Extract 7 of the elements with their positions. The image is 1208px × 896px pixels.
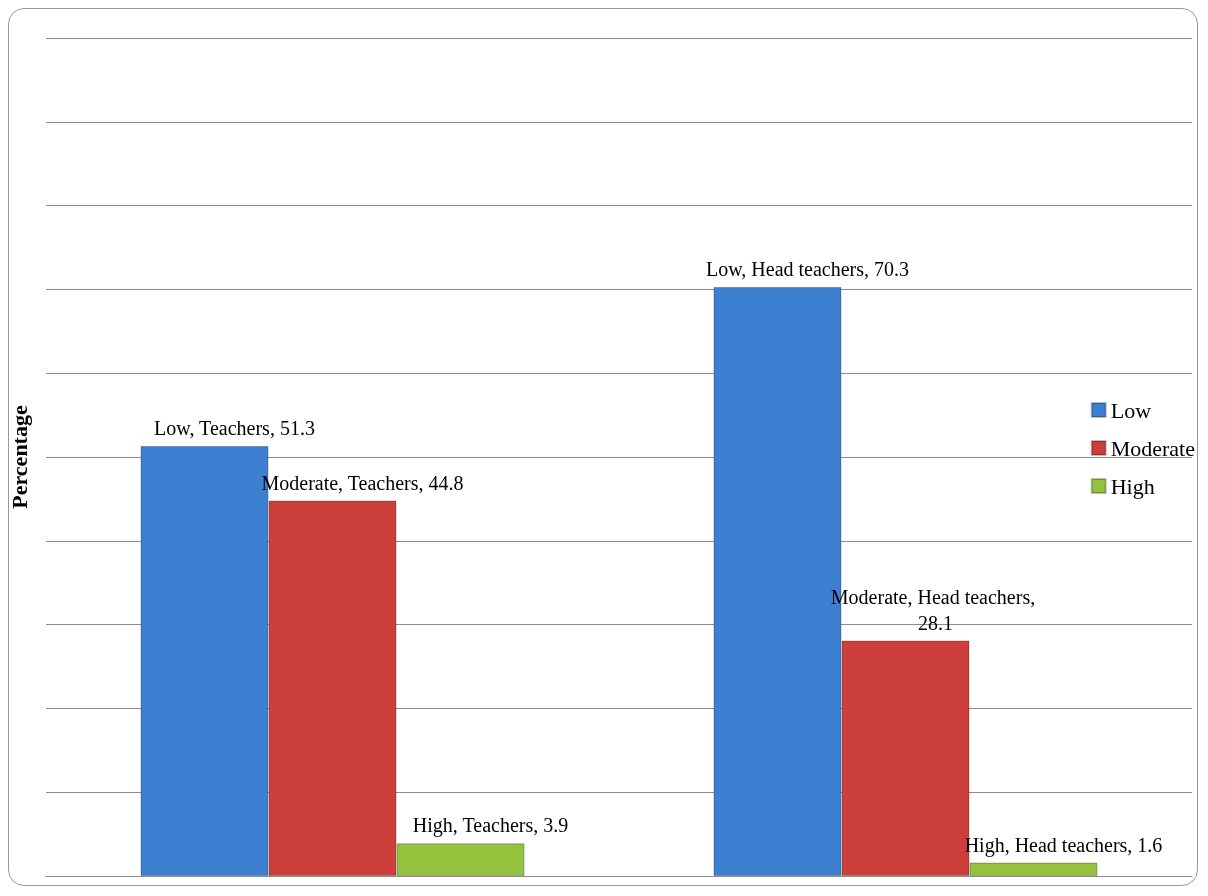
- y-axis-title: Percentage: [6, 405, 32, 509]
- legend-label: Moderate: [1110, 435, 1195, 461]
- data-label: High, Teachers, 3.9: [412, 814, 569, 838]
- legend-label: High: [1110, 473, 1155, 499]
- legend-label: Low: [1110, 397, 1152, 423]
- data-label: Low, Head teachers, 70.3: [705, 257, 910, 280]
- data-label: Low, Teachers, 51.3: [154, 417, 315, 440]
